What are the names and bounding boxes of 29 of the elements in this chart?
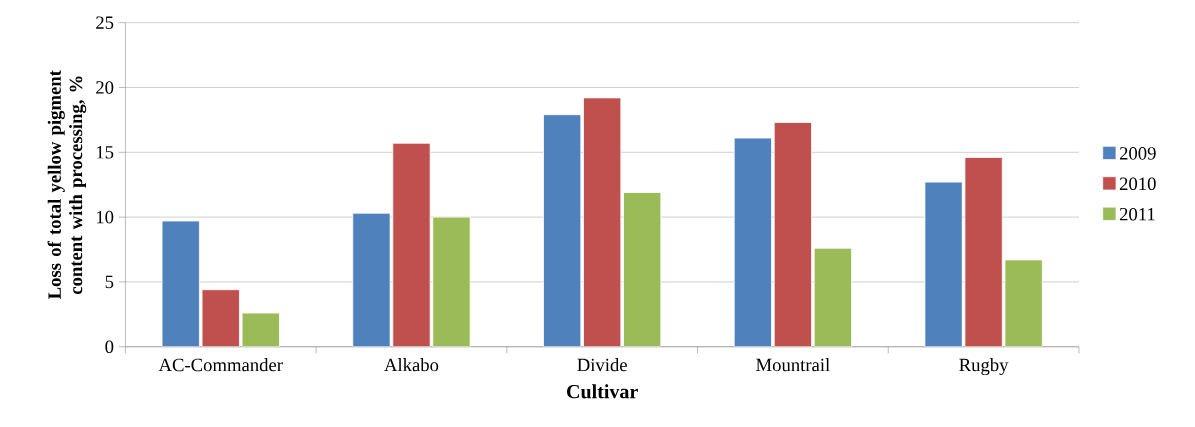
y-tick-label: 10 [96,210,114,224]
bar [392,142,431,347]
legend-label: 2010 [1119,177,1156,191]
y-tick-label: 0 [105,340,114,354]
bar [352,212,391,347]
x-tick-label: Alkabo [384,358,439,372]
bar [623,192,662,347]
y-tick-label: 5 [105,275,114,289]
bar [161,220,200,347]
y-tick-label: 25 [96,16,114,30]
x-tick-label: Mountrail [756,358,830,372]
bar [964,157,1003,347]
x-tick-label: Rugby [959,358,1009,376]
y-tick-label: 20 [96,81,114,94]
bar [201,289,240,347]
bar [733,137,772,347]
bar [924,181,963,347]
x-axis-title: Cultivar [567,384,638,399]
x-tick-label: Divide [577,358,627,372]
bar [773,122,812,347]
bar [543,114,582,347]
y-axis-title: Loss of total yellow pigment content with processing, % [47,70,87,300]
bar [1004,259,1043,347]
x-tick-label: AC-Commander [158,358,283,372]
legend-label: 2011 [1119,208,1155,221]
bar [813,247,852,347]
legend-label: 2009 [1119,147,1156,160]
bar [583,97,622,347]
y-tick-label: 15 [96,146,114,159]
